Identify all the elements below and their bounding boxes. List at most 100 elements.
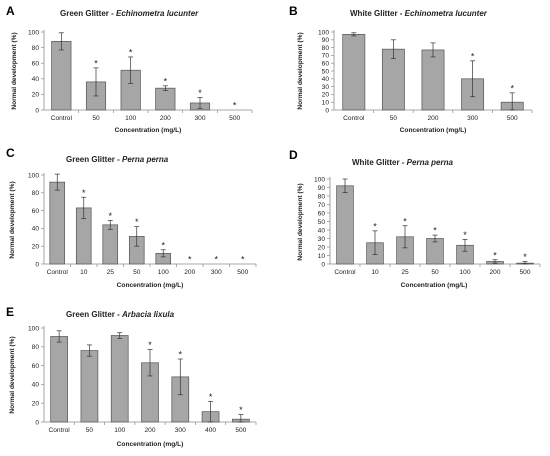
y-tick-label: 40 <box>32 382 40 389</box>
significance-star: * <box>94 58 98 68</box>
x-tick-label: 300 <box>194 115 205 122</box>
y-tick-label: 10 <box>318 253 326 260</box>
y-tick-label: 80 <box>32 190 40 197</box>
bar <box>342 33 366 111</box>
y-tick-label: 60 <box>322 61 330 68</box>
significance-star: * <box>129 47 133 57</box>
x-tick-label: 100 <box>459 269 470 276</box>
y-tick-label: 0 <box>35 107 39 114</box>
title-prefix: White Glitter - <box>350 9 405 18</box>
x-tick-label: 10 <box>371 269 379 276</box>
x-tick-label: 300 <box>467 115 478 122</box>
x-tick-label: Control <box>49 427 71 434</box>
significance-star: * <box>161 240 165 250</box>
significance-star: * <box>188 255 192 265</box>
x-axis-label: Concentration (mg/L) <box>401 282 468 289</box>
y-tick-label: 80 <box>32 344 40 351</box>
y-tick-label: 20 <box>32 401 40 408</box>
y-tick-label: 0 <box>35 419 39 426</box>
y-tick-label: 80 <box>318 193 326 200</box>
y-tick-label: 0 <box>325 107 329 114</box>
bar <box>336 185 354 265</box>
bar <box>80 350 99 423</box>
y-axis-label: Normal development (%) <box>9 181 16 258</box>
y-tick-label: 100 <box>318 29 329 36</box>
y-axis-label: Normal development (%) <box>9 336 16 413</box>
significance-star: * <box>241 255 245 265</box>
significance-star: * <box>471 51 475 61</box>
x-axis-label: Concentration (mg/L) <box>117 441 184 448</box>
y-tick-label: 60 <box>318 210 326 217</box>
x-tick-label: 50 <box>86 427 94 434</box>
y-tick-label: 100 <box>314 176 325 183</box>
x-axis-label: Concentration (mg/L) <box>117 282 184 289</box>
significance-star: * <box>373 221 377 231</box>
x-tick-label: 500 <box>237 269 248 276</box>
y-tick-label: 90 <box>322 37 330 44</box>
bar <box>426 238 444 265</box>
title-prefix: White Glitter - <box>352 158 407 167</box>
panel-e: E Green Glitter - Arbacia lixula Normal de… <box>6 305 257 448</box>
y-tick-label: 50 <box>322 68 330 75</box>
significance-star: * <box>108 211 112 221</box>
panel-title: Green Glitter - Echinometra lucunter <box>60 9 199 18</box>
significance-star: * <box>198 88 202 98</box>
title-species: Arbacia lixula <box>121 310 175 319</box>
y-tick-label: 30 <box>322 84 330 91</box>
x-tick-label: 400 <box>205 427 216 434</box>
y-tick-label: 50 <box>318 219 326 226</box>
title-prefix: Green Glitter - <box>66 155 122 164</box>
significance-star: * <box>82 188 86 198</box>
bar <box>421 49 445 111</box>
x-tick-label: 300 <box>175 427 186 434</box>
significance-star: * <box>135 217 139 227</box>
significance-star: * <box>148 340 152 350</box>
significance-star: * <box>523 252 527 262</box>
x-tick-label: 200 <box>489 269 500 276</box>
y-tick-label: 0 <box>35 261 39 268</box>
y-tick-label: 20 <box>32 92 40 99</box>
significance-star: * <box>433 226 437 236</box>
x-axis-label: Concentration (mg/L) <box>115 127 182 134</box>
y-tick-label: 80 <box>322 45 330 52</box>
y-tick-label: 60 <box>32 208 40 215</box>
x-tick-label: 500 <box>229 115 240 122</box>
y-tick-label: 100 <box>28 325 39 332</box>
title-species: Perna perna <box>122 155 169 164</box>
y-tick-label: 40 <box>32 226 40 233</box>
x-tick-label: 200 <box>184 269 195 276</box>
y-tick-label: 40 <box>322 76 330 83</box>
panel-letter: B <box>289 4 298 18</box>
significance-star: * <box>214 255 218 265</box>
panel-letter: E <box>6 305 14 319</box>
x-tick-label: 500 <box>507 115 518 122</box>
bar <box>51 41 72 111</box>
y-tick-label: 10 <box>322 100 330 107</box>
y-tick-label: 40 <box>318 227 326 234</box>
panel-a: A Green Glitter - Echinometra lucunter Nor… <box>6 4 253 134</box>
x-tick-label: 500 <box>519 269 530 276</box>
significance-star: * <box>233 101 237 111</box>
panel-letter: C <box>6 146 15 160</box>
x-tick-label: 100 <box>125 115 136 122</box>
y-tick-label: 40 <box>32 76 40 83</box>
bar <box>110 335 129 423</box>
panel-letter: A <box>6 4 15 18</box>
x-tick-label: 50 <box>431 269 439 276</box>
panel-title: Green Glitter - Perna perna <box>66 155 169 164</box>
x-tick-label: 300 <box>211 269 222 276</box>
significance-star: * <box>510 83 514 93</box>
y-tick-label: 100 <box>28 172 39 179</box>
y-axis-label: Normal development (%) <box>11 32 18 109</box>
y-tick-label: 90 <box>318 185 326 192</box>
y-tick-label: 30 <box>318 236 326 243</box>
x-tick-label: Control <box>343 115 365 122</box>
bar <box>102 224 119 265</box>
x-tick-label: 200 <box>427 115 438 122</box>
title-species: Perna perna <box>407 158 454 167</box>
y-tick-label: 20 <box>322 92 330 99</box>
x-tick-label: 50 <box>92 115 100 122</box>
significance-star: * <box>493 250 497 260</box>
panel-title: White Glitter - Perna perna <box>352 158 453 167</box>
